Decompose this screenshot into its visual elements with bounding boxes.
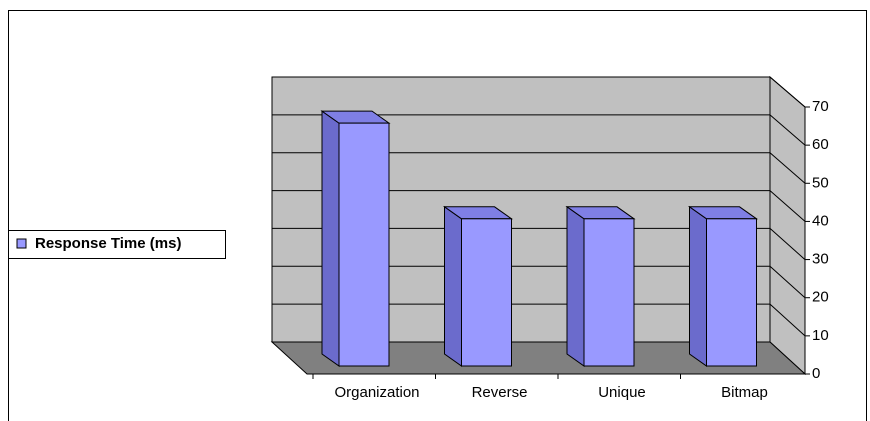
y-tick-label: 0 bbox=[812, 365, 820, 382]
grid-line bbox=[272, 303, 806, 337]
grid-line bbox=[272, 76, 806, 108]
bar-side bbox=[689, 205, 707, 367]
bar bbox=[461, 218, 512, 367]
side-wall bbox=[769, 75, 806, 376]
x-tick-label: Reverse bbox=[472, 384, 528, 401]
grid-line bbox=[272, 152, 806, 184]
y-tick-label: 20 bbox=[812, 289, 829, 306]
x-tick-label: Unique bbox=[598, 384, 646, 401]
legend bbox=[8, 230, 226, 259]
bar bbox=[338, 122, 390, 367]
legend-label: Response Time (ms) bbox=[35, 235, 181, 252]
y-tick-label: 60 bbox=[812, 136, 829, 153]
legend-swatch bbox=[16, 238, 27, 249]
y-tick-label: 70 bbox=[812, 98, 829, 115]
grid-line bbox=[272, 190, 806, 222]
bar-side bbox=[321, 110, 340, 367]
y-tick-label: 10 bbox=[812, 327, 829, 344]
bar bbox=[583, 218, 635, 367]
grid-line bbox=[272, 227, 806, 260]
y-tick-label: 40 bbox=[812, 212, 829, 229]
bar-side bbox=[566, 205, 585, 367]
x-tick-label: Bitmap bbox=[721, 384, 768, 401]
grid-line bbox=[272, 114, 806, 146]
grid-line bbox=[272, 265, 806, 299]
bar bbox=[706, 218, 757, 367]
y-tick-label: 50 bbox=[812, 174, 829, 191]
x-tick-label: Organization bbox=[334, 384, 419, 401]
y-tick-label: 30 bbox=[812, 251, 829, 268]
bar-side bbox=[444, 205, 462, 367]
